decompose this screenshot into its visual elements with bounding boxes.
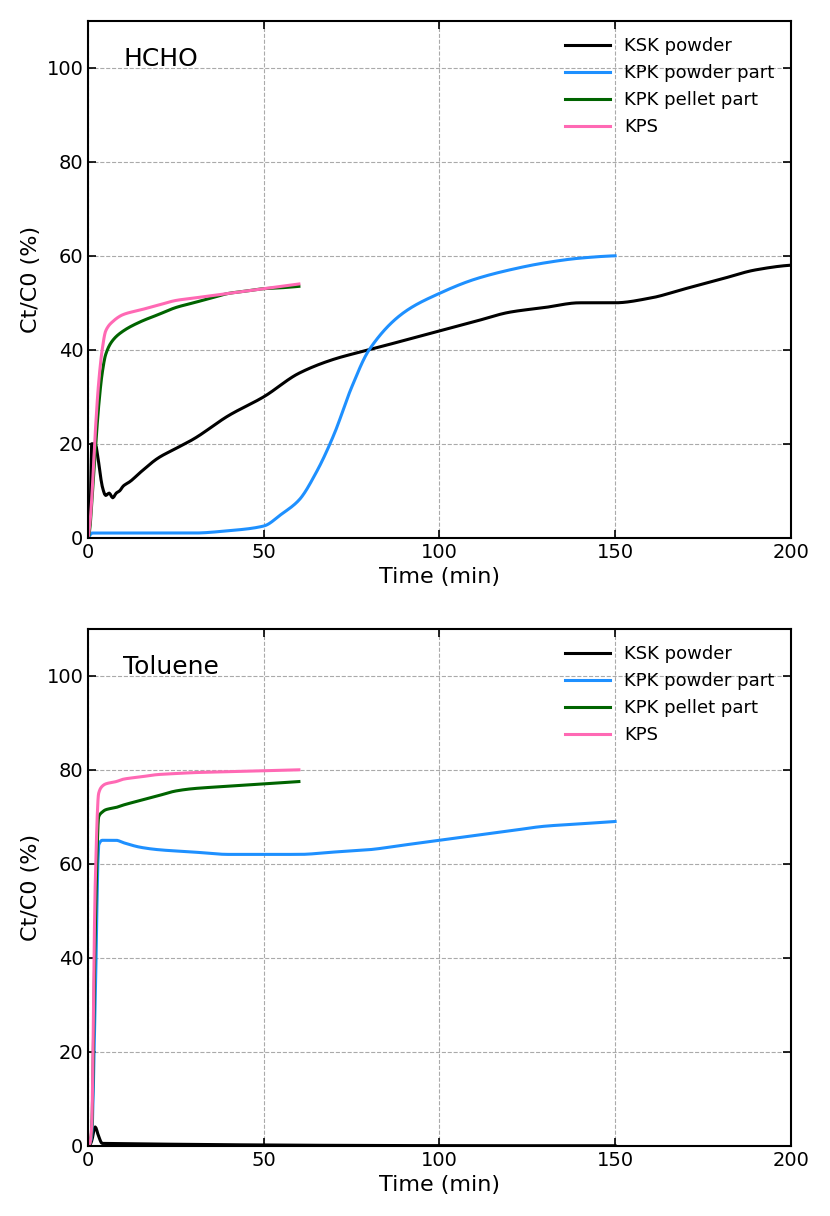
KPK powder part	[480, 269, 490, 283]
KSK powder	[219, 1137, 229, 1152]
KSK powder	[178, 1137, 188, 1152]
KSK powder	[83, 1138, 93, 1153]
KPK powder part	[610, 815, 620, 829]
KPS	[120, 306, 130, 321]
KSK powder	[436, 1138, 446, 1153]
KSK powder	[613, 295, 622, 310]
KPK pellet part	[137, 793, 147, 807]
Text: Toluene: Toluene	[124, 654, 219, 679]
KSK powder	[83, 530, 93, 545]
KPK powder part	[435, 833, 445, 848]
KPK powder part	[610, 248, 620, 263]
KPK pellet part	[294, 278, 304, 293]
KPK powder part	[177, 844, 187, 858]
KPS	[242, 764, 251, 778]
Text: HCHO: HCHO	[124, 46, 198, 71]
KPS	[137, 302, 147, 316]
KPK pellet part	[294, 775, 304, 789]
KPK powder part	[393, 309, 403, 323]
KSK powder	[552, 298, 562, 313]
Line: KPK powder part: KPK powder part	[88, 822, 615, 1145]
KPS	[294, 762, 304, 777]
X-axis label: Time (min): Time (min)	[379, 1175, 500, 1195]
X-axis label: Time (min): Time (min)	[379, 567, 500, 587]
KPS	[294, 277, 304, 292]
KPK powder part	[218, 848, 228, 862]
Legend: KSK powder, KPK powder part, KPK pellet part, KPS: KSK powder, KPK powder part, KPK pellet …	[558, 30, 782, 143]
KPK pellet part	[83, 530, 93, 545]
KSK powder	[610, 1138, 620, 1153]
KPS	[120, 771, 130, 786]
KPK powder part	[435, 286, 445, 300]
KPK powder part	[177, 525, 187, 540]
KSK powder	[264, 387, 274, 401]
KSK powder	[401, 333, 411, 348]
KSK powder	[394, 1138, 404, 1153]
Line: KPS: KPS	[88, 770, 299, 1145]
Line: KSK powder: KSK powder	[88, 265, 791, 537]
Line: KPS: KPS	[88, 285, 299, 537]
Line: KPK pellet part: KPK pellet part	[88, 286, 299, 537]
KPS	[83, 530, 93, 545]
Y-axis label: Ct/C0 (%): Ct/C0 (%)	[21, 226, 41, 333]
KPK pellet part	[120, 798, 130, 812]
KSK powder	[497, 306, 507, 321]
KPS	[224, 286, 234, 300]
KPS	[137, 770, 147, 784]
KPK pellet part	[83, 1138, 93, 1153]
KPK powder part	[480, 827, 490, 841]
Y-axis label: Ct/C0 (%): Ct/C0 (%)	[21, 834, 41, 941]
KPK powder part	[218, 524, 228, 539]
Line: KPK pellet part: KPK pellet part	[88, 782, 299, 1145]
KPK pellet part	[137, 314, 147, 328]
KSK powder	[481, 1138, 491, 1153]
KSK powder	[786, 258, 796, 272]
KPS	[208, 765, 217, 779]
KPK powder part	[83, 1138, 93, 1153]
KPS	[178, 292, 188, 306]
KPK pellet part	[242, 283, 251, 298]
KSK powder	[90, 1120, 100, 1135]
KPK powder part	[83, 530, 93, 545]
KPK pellet part	[120, 322, 130, 337]
KPK pellet part	[224, 779, 234, 794]
KPK pellet part	[224, 286, 234, 300]
KPS	[242, 283, 251, 298]
Line: KSK powder: KSK powder	[88, 1127, 615, 1145]
KSK powder	[322, 1138, 332, 1153]
KPK powder part	[321, 444, 331, 458]
Legend: KSK powder, KPK powder part, KPK pellet part, KPS: KSK powder, KPK powder part, KPK pellet …	[558, 638, 782, 751]
KPS	[178, 766, 188, 781]
KPK pellet part	[208, 291, 217, 305]
KPS	[224, 765, 234, 779]
KPS	[83, 1138, 93, 1153]
KPK pellet part	[178, 782, 188, 796]
KPK pellet part	[242, 778, 251, 793]
KPK powder part	[321, 845, 331, 860]
KSK powder	[208, 420, 217, 434]
KPS	[208, 288, 217, 303]
KPK pellet part	[178, 298, 188, 313]
KPK powder part	[393, 839, 403, 854]
KPK pellet part	[208, 779, 217, 794]
Line: KPK powder part: KPK powder part	[88, 255, 615, 537]
